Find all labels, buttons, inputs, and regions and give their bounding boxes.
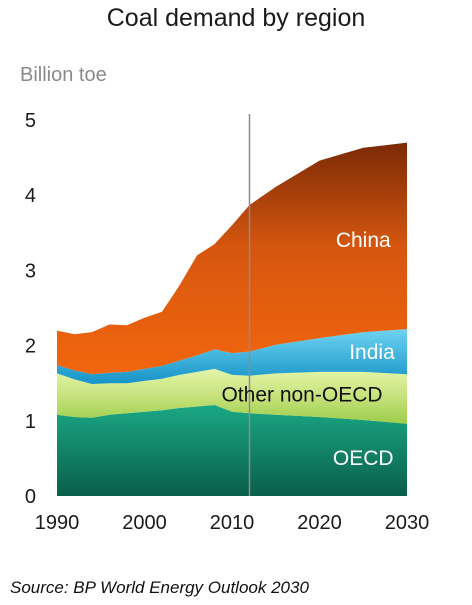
y-axis-unit-label: Billion toe bbox=[20, 64, 107, 86]
x-tick-label: 2020 bbox=[297, 512, 342, 534]
y-tick-label: 1 bbox=[25, 411, 36, 433]
area-oecd bbox=[57, 405, 407, 496]
y-tick-label: 2 bbox=[25, 336, 36, 358]
area-china bbox=[57, 142, 407, 375]
x-tick-label: 2010 bbox=[210, 512, 255, 534]
y-tick-label: 0 bbox=[25, 486, 36, 508]
x-tick-label: 2030 bbox=[385, 512, 430, 534]
series-label-india: India bbox=[349, 341, 395, 364]
y-tick-label: 3 bbox=[25, 260, 36, 282]
y-tick-label: 5 bbox=[25, 110, 36, 132]
series-label-china: China bbox=[336, 229, 391, 252]
x-tick-label: 1990 bbox=[35, 512, 80, 534]
series-label-other-non-oecd: Other non-OECD bbox=[221, 383, 382, 406]
source-note: Source: BP World Energy Outlook 2030 bbox=[10, 578, 309, 597]
area-india bbox=[57, 329, 407, 384]
area-other-non-oecd bbox=[57, 368, 407, 424]
series-label-oecd: OECD bbox=[333, 447, 394, 470]
x-tick-label: 2000 bbox=[122, 512, 167, 534]
y-tick-label: 4 bbox=[25, 185, 36, 207]
chart-title: Coal demand by region bbox=[106, 4, 366, 32]
